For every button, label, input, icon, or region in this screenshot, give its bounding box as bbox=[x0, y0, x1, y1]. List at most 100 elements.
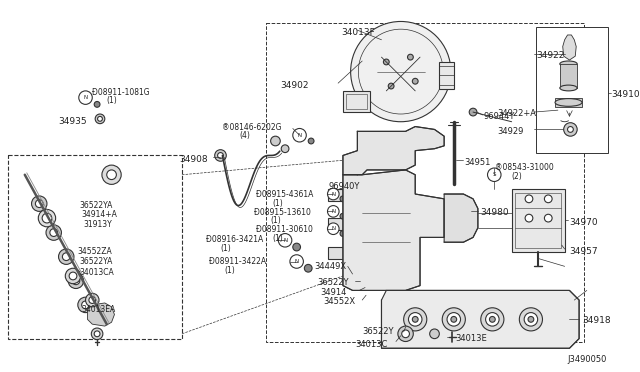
Circle shape bbox=[349, 271, 356, 278]
Circle shape bbox=[398, 326, 413, 341]
Circle shape bbox=[107, 170, 116, 180]
Circle shape bbox=[373, 253, 381, 260]
Text: (1): (1) bbox=[221, 244, 231, 253]
Text: 34013F: 34013F bbox=[341, 28, 375, 37]
Circle shape bbox=[97, 116, 102, 121]
Text: N: N bbox=[283, 238, 287, 243]
Circle shape bbox=[308, 138, 314, 144]
Text: Ð08911-1081G: Ð08911-1081G bbox=[92, 88, 150, 97]
Text: 34552ZA: 34552ZA bbox=[78, 247, 113, 256]
Bar bbox=[560, 64, 577, 88]
Circle shape bbox=[68, 273, 84, 289]
Text: 96944Y: 96944Y bbox=[484, 112, 515, 121]
Circle shape bbox=[271, 136, 280, 146]
Bar bbox=[362, 185, 410, 271]
Circle shape bbox=[95, 114, 105, 124]
Text: (1): (1) bbox=[271, 216, 282, 225]
Circle shape bbox=[490, 317, 495, 322]
Circle shape bbox=[364, 281, 370, 286]
Bar bbox=[328, 218, 346, 230]
Text: 34449X: 34449X bbox=[314, 262, 346, 270]
Text: 31913Y: 31913Y bbox=[84, 220, 113, 229]
Text: Ð08916-3421A: Ð08916-3421A bbox=[206, 235, 263, 244]
Text: 34902: 34902 bbox=[280, 81, 308, 90]
Bar bbox=[8, 155, 182, 339]
Polygon shape bbox=[343, 170, 444, 291]
Circle shape bbox=[278, 234, 292, 247]
Text: 36522YA: 36522YA bbox=[80, 201, 113, 210]
Circle shape bbox=[361, 278, 373, 289]
Bar bbox=[328, 247, 346, 259]
Text: ®08146-6202G: ®08146-6202G bbox=[223, 123, 282, 132]
Circle shape bbox=[292, 243, 301, 251]
Bar bbox=[536, 27, 608, 153]
Circle shape bbox=[92, 328, 103, 340]
Circle shape bbox=[388, 83, 394, 89]
Text: (1): (1) bbox=[273, 199, 284, 208]
Circle shape bbox=[89, 297, 95, 304]
Text: J3490050: J3490050 bbox=[568, 355, 607, 364]
Polygon shape bbox=[381, 291, 579, 348]
Bar bbox=[439, 62, 454, 89]
Text: (1): (1) bbox=[107, 96, 118, 105]
Text: 34914: 34914 bbox=[321, 288, 347, 296]
Circle shape bbox=[568, 126, 573, 132]
Circle shape bbox=[102, 165, 121, 185]
Bar bbox=[346, 94, 367, 109]
Text: 36522Y: 36522Y bbox=[362, 327, 394, 336]
Text: 34935: 34935 bbox=[58, 117, 87, 126]
Text: 34980: 34980 bbox=[480, 208, 508, 218]
Circle shape bbox=[340, 196, 346, 202]
Circle shape bbox=[528, 317, 534, 322]
Circle shape bbox=[442, 308, 465, 331]
Text: N: N bbox=[294, 259, 299, 264]
Circle shape bbox=[454, 223, 463, 232]
Circle shape bbox=[46, 225, 61, 240]
Text: Ð08911-30610: Ð08911-30610 bbox=[256, 225, 313, 234]
Text: 96940Y: 96940Y bbox=[328, 182, 360, 192]
Ellipse shape bbox=[560, 61, 577, 67]
Text: 34013EA: 34013EA bbox=[82, 305, 116, 314]
Circle shape bbox=[72, 277, 80, 285]
Circle shape bbox=[564, 123, 577, 136]
Circle shape bbox=[42, 213, 52, 223]
Circle shape bbox=[519, 308, 543, 331]
Polygon shape bbox=[343, 126, 444, 175]
Text: (1): (1) bbox=[273, 234, 284, 243]
Text: 34922: 34922 bbox=[537, 51, 565, 60]
Circle shape bbox=[340, 213, 346, 219]
Text: 36522YA: 36522YA bbox=[80, 257, 113, 266]
Circle shape bbox=[469, 108, 477, 116]
Circle shape bbox=[525, 195, 533, 203]
Text: 34013CA: 34013CA bbox=[80, 268, 115, 277]
Ellipse shape bbox=[555, 99, 582, 106]
Text: 34922+A: 34922+A bbox=[497, 109, 536, 118]
Circle shape bbox=[79, 91, 92, 105]
Circle shape bbox=[58, 249, 74, 264]
Text: 34918: 34918 bbox=[582, 317, 611, 326]
Circle shape bbox=[35, 200, 43, 208]
Circle shape bbox=[408, 54, 413, 60]
Text: (1): (1) bbox=[225, 266, 235, 275]
Circle shape bbox=[404, 308, 427, 331]
Circle shape bbox=[62, 253, 70, 260]
Circle shape bbox=[328, 223, 339, 234]
Bar bbox=[511, 189, 564, 252]
Circle shape bbox=[218, 153, 223, 158]
Circle shape bbox=[31, 196, 47, 211]
Bar bbox=[328, 189, 346, 201]
Circle shape bbox=[351, 22, 451, 122]
Text: ®08543-31000: ®08543-31000 bbox=[495, 163, 554, 172]
Circle shape bbox=[545, 214, 552, 222]
Bar bbox=[266, 23, 584, 341]
Text: 34908: 34908 bbox=[179, 155, 207, 164]
Circle shape bbox=[86, 293, 99, 307]
Circle shape bbox=[50, 229, 58, 237]
Circle shape bbox=[94, 102, 100, 107]
Circle shape bbox=[392, 195, 400, 203]
Circle shape bbox=[281, 145, 289, 153]
Circle shape bbox=[328, 206, 339, 217]
Circle shape bbox=[451, 317, 457, 322]
Text: Ð08911-3422A: Ð08911-3422A bbox=[209, 257, 266, 266]
Text: 34910: 34910 bbox=[611, 90, 639, 99]
